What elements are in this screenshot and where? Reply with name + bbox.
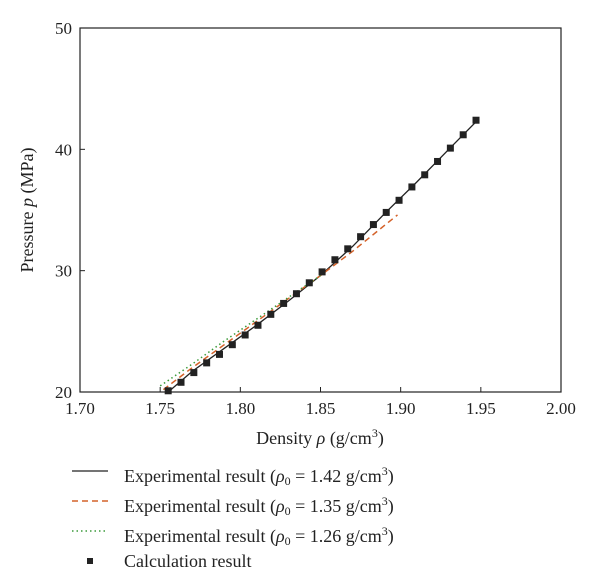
calculation-point — [318, 268, 326, 276]
y-axis: 20 30 40 50 — [55, 19, 85, 402]
x-tick-label: 2.00 — [546, 399, 576, 418]
calculation-point — [408, 183, 416, 191]
legend-item: Experimental result (ρ0 = 1.35 g/cm3) — [72, 486, 492, 518]
calculation-point — [369, 221, 377, 229]
y-tick-label: 30 — [55, 262, 72, 281]
calculation-point — [203, 359, 211, 367]
chart-plot: 1.70 1.75 1.80 1.85 1.90 1.95 2.00 20 30 40 50 De… — [17, 19, 576, 449]
calculation-point — [421, 171, 429, 179]
legend-label: Calculation result — [124, 551, 252, 571]
calculation-point — [280, 299, 288, 307]
x-axis: 1.70 1.75 1.80 1.85 1.90 1.95 2.00 — [65, 387, 576, 418]
legend-label: Experimental result (ρ0 = 1.35 g/cm3) — [124, 494, 394, 518]
series-line-dashed — [162, 214, 398, 391]
calculation-point — [177, 378, 185, 386]
x-tick-label: 1.95 — [466, 399, 496, 418]
legend-label: Experimental result (ρ0 = 1.26 g/cm3) — [124, 524, 394, 548]
calculation-point — [190, 369, 198, 377]
calculation-point — [241, 331, 249, 339]
legend-item: Experimental result (ρ0 = 1.26 g/cm3) — [72, 516, 492, 548]
calculation-point — [446, 144, 454, 152]
calculation-point — [357, 233, 365, 241]
calculation-point — [382, 208, 390, 216]
legend-swatch-dotted — [72, 530, 108, 532]
legend-swatch-marker — [87, 558, 93, 564]
x-tick-label: 1.70 — [65, 399, 95, 418]
calculation-point — [472, 116, 480, 124]
x-tick-label: 1.90 — [386, 399, 416, 418]
y-tick-label: 40 — [55, 140, 72, 159]
legend-item: Calculation result — [72, 546, 492, 576]
y-axis-title: Pressure p (MPa) — [17, 148, 38, 273]
legend: Experimental result (ρ0 = 1.42 g/cm3) Ex… — [72, 456, 492, 576]
calculation-point — [305, 279, 313, 287]
x-tick-label: 1.80 — [225, 399, 255, 418]
legend-label: Experimental result (ρ0 = 1.42 g/cm3) — [124, 464, 394, 488]
legend-swatch-dashed — [72, 500, 108, 502]
calculation-point — [164, 387, 172, 395]
calculation-point — [344, 245, 352, 253]
calculation-point — [434, 157, 442, 165]
legend-item: Experimental result (ρ0 = 1.42 g/cm3) — [72, 456, 492, 488]
calculation-point — [267, 310, 275, 318]
calculation-point — [228, 341, 236, 349]
calculation-point — [254, 321, 262, 329]
calculation-point — [215, 350, 223, 358]
legend-swatch-solid — [72, 470, 108, 472]
calculation-point — [395, 196, 403, 204]
y-tick-label: 20 — [55, 383, 72, 402]
y-tick-label: 50 — [55, 19, 72, 38]
x-tick-label: 1.85 — [306, 399, 336, 418]
series-layer — [159, 116, 480, 395]
x-axis-title: Density ρ (g/cm3) — [256, 426, 384, 449]
x-tick-label: 1.75 — [145, 399, 175, 418]
calculation-point — [292, 290, 300, 298]
calculation-point — [331, 256, 339, 264]
plot-area-frame — [79, 27, 562, 393]
calculation-point — [459, 131, 467, 139]
